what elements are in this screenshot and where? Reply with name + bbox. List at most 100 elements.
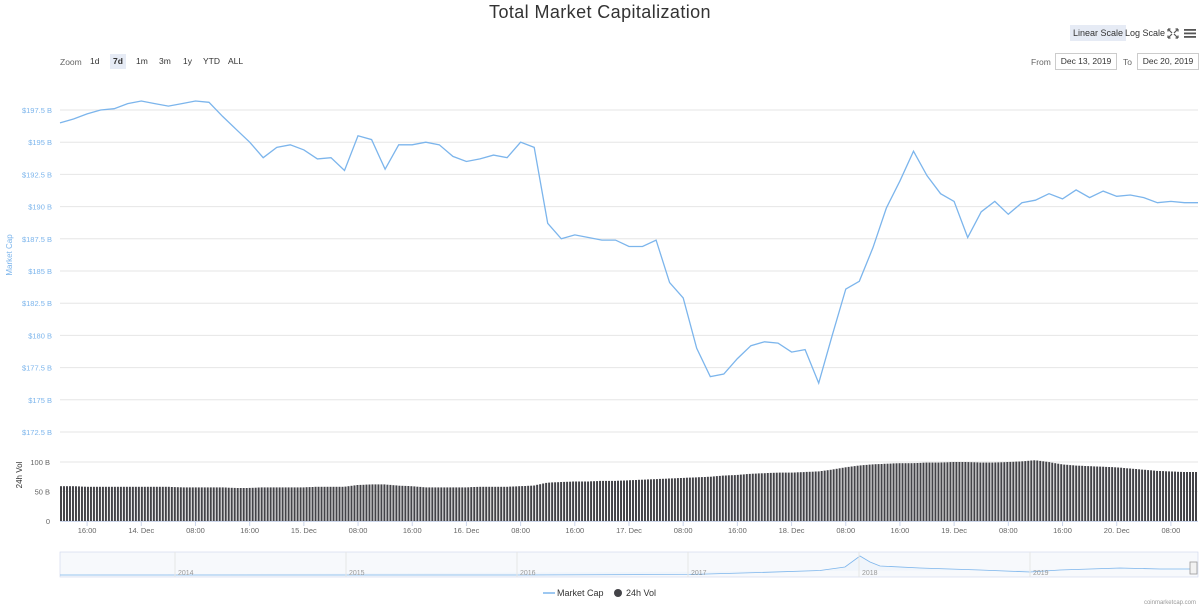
volume-bar xyxy=(476,486,479,521)
volume-bar xyxy=(326,486,329,521)
x-tick-label: 16:00 xyxy=(565,526,584,535)
volume-bar xyxy=(652,479,655,521)
volume-bar xyxy=(545,482,548,521)
volume-bar xyxy=(137,486,140,521)
volume-bar xyxy=(497,486,500,521)
volume-bar xyxy=(694,477,697,521)
log-scale-button[interactable]: Log Scale xyxy=(1125,28,1166,38)
volume-bar xyxy=(371,484,374,521)
volume-bar xyxy=(799,472,802,521)
volume-bar xyxy=(317,486,320,521)
volume-bar xyxy=(593,481,596,521)
volume-bar xyxy=(724,475,727,521)
volume-bar xyxy=(392,485,395,521)
volume-bar xyxy=(416,486,419,521)
volume-bar xyxy=(107,486,110,521)
volume-bar xyxy=(101,486,104,521)
volume-bar xyxy=(1120,467,1123,521)
volume-bar xyxy=(287,487,290,521)
volume-bar xyxy=(368,484,371,521)
volume-bar xyxy=(994,462,997,521)
volume-bar xyxy=(745,474,748,521)
legend-volume-symbol xyxy=(614,589,622,597)
volume-bar xyxy=(221,487,224,521)
volume-bar xyxy=(365,484,368,521)
legend-market-cap[interactable]: Market Cap xyxy=(557,588,604,598)
credits[interactable]: coinmarketcap.com xyxy=(1143,600,1196,606)
volume-bar xyxy=(212,487,215,521)
fullscreen-icon[interactable] xyxy=(1166,25,1180,41)
volume-bar xyxy=(479,486,482,521)
volume-bar xyxy=(754,473,757,521)
volume-bar xyxy=(1114,467,1117,521)
volume-bar xyxy=(859,465,862,521)
volume-bar xyxy=(104,486,107,521)
volume-bar xyxy=(775,472,778,521)
y-tick-label: $175 B xyxy=(28,396,52,405)
zoom-1m-button[interactable]: 1m xyxy=(136,56,148,66)
volume-bar xyxy=(134,486,137,521)
volume-bar xyxy=(1075,465,1078,521)
volume-bar xyxy=(823,470,826,521)
volume-bar xyxy=(814,471,817,521)
volume-bar xyxy=(658,478,661,521)
volume-bar xyxy=(251,487,254,521)
navigator-tick-label: 2019 xyxy=(1033,570,1049,577)
volume-bar xyxy=(967,462,970,521)
volume-bar xyxy=(1174,471,1177,521)
volume-bar xyxy=(95,486,98,521)
volume-bar xyxy=(1015,461,1018,521)
menu-icon[interactable] xyxy=(1183,25,1197,41)
volume-bar xyxy=(1045,461,1048,521)
volume-bar xyxy=(467,487,470,521)
zoom-ytd-button[interactable]: YTD xyxy=(203,56,220,66)
volume-bar xyxy=(605,480,608,521)
volume-bar xyxy=(506,486,509,521)
volume-bar xyxy=(257,487,260,521)
zoom-1d-button[interactable]: 1d xyxy=(90,56,100,66)
volume-axis-title: 24h Vol xyxy=(15,461,24,488)
volume-bar xyxy=(1003,462,1006,521)
zoom-7d-button[interactable]: 7d xyxy=(110,54,126,69)
zoom-1y-button[interactable]: 1y xyxy=(183,56,192,66)
volume-bar xyxy=(218,487,221,521)
navigator-handle[interactable] xyxy=(1189,561,1198,575)
volume-bar xyxy=(302,487,305,521)
legend-volume[interactable]: 24h Vol xyxy=(626,588,657,598)
volume-bar xyxy=(712,476,715,521)
volume-bar xyxy=(1096,466,1099,521)
y-tick-label: $190 B xyxy=(28,203,52,212)
volume-bar xyxy=(152,486,155,521)
volume-bar xyxy=(1168,471,1171,521)
volume-bar xyxy=(682,477,685,521)
volume-bar xyxy=(356,485,359,521)
volume-axis: 0 50 B 100 B xyxy=(30,458,50,526)
volume-bar xyxy=(832,469,835,521)
volume-bar xyxy=(1027,460,1030,521)
volume-bar xyxy=(904,463,907,521)
from-date-input[interactable]: Dec 13, 2019 xyxy=(1055,53,1117,70)
volume-bar xyxy=(877,464,880,521)
x-tick-label: 20. Dec xyxy=(1104,526,1130,535)
linear-scale-button[interactable]: Linear Scale xyxy=(1070,25,1127,41)
volume-bar xyxy=(1159,471,1162,521)
volume-bar xyxy=(422,487,425,521)
volume-bar xyxy=(970,462,973,521)
volume-bar xyxy=(359,484,362,521)
navigator[interactable] xyxy=(59,551,1199,578)
navigator-axis: 2014 2015 2016 2017 2018 2019 xyxy=(174,552,1049,577)
to-date-input[interactable]: Dec 20, 2019 xyxy=(1137,53,1199,70)
x-tick-label: 16. Dec xyxy=(453,526,479,535)
zoom-3m-button[interactable]: 3m xyxy=(159,56,171,66)
volume-bar xyxy=(293,487,296,521)
volume-bar xyxy=(1000,462,1003,521)
x-tick-label: 15. Dec xyxy=(291,526,317,535)
volume-bar xyxy=(437,487,440,521)
volume-bar xyxy=(1084,466,1087,521)
volume-bar xyxy=(305,487,308,521)
y-tick-label: $197.5 B xyxy=(22,106,52,115)
zoom-all-button[interactable]: ALL xyxy=(228,56,244,66)
y-tick-label: $180 B xyxy=(28,331,52,340)
volume-bar xyxy=(673,478,676,521)
